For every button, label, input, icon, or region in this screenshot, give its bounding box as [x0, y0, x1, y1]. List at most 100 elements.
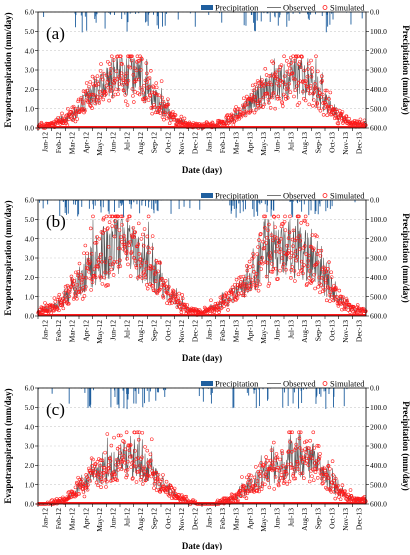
- simulated-point: [80, 297, 85, 301]
- simulated-point: [74, 270, 78, 275]
- simulated-point: [306, 258, 311, 263]
- x-tick-label: Oct-13: [327, 508, 336, 529]
- simulated-point: [288, 90, 293, 94]
- simulated-point: [288, 430, 293, 435]
- simulated-point: [110, 214, 115, 219]
- y-tick-label: 4.0: [25, 422, 35, 431]
- simulated-point: [79, 272, 84, 277]
- simulated-point: [247, 284, 251, 288]
- simulated-point: [271, 467, 276, 471]
- legend: Precipitation Observed Simulated: [201, 191, 365, 201]
- x-tick-label: May-13: [259, 132, 268, 156]
- simulated-point: [135, 244, 140, 248]
- x-tick-label: May-13: [259, 508, 268, 532]
- simulated-point: [140, 482, 145, 486]
- simulated-point: [120, 82, 125, 87]
- simulated-point: [244, 496, 249, 500]
- simulated-point: [65, 113, 69, 117]
- simulated-point: [341, 295, 346, 300]
- panel-label: (a): [46, 24, 65, 43]
- simulated-point: [315, 260, 320, 265]
- y2-tick-label: 400.0: [370, 85, 387, 94]
- simulated-point: [326, 463, 331, 468]
- simulated-point: [299, 221, 303, 225]
- simulated-point: [164, 479, 169, 484]
- simulated-point: [84, 81, 89, 85]
- simulated-point: [267, 80, 272, 85]
- simulated-point: [252, 110, 257, 115]
- simulated-point: [237, 491, 242, 495]
- simulated-point: [335, 486, 339, 490]
- simulated-point: [277, 479, 281, 483]
- simulated-point: [167, 301, 172, 306]
- simulated-point: [263, 226, 267, 230]
- y-axis-title: Evapotranspiration (mm/day): [3, 388, 13, 503]
- simulated-point: [304, 79, 308, 84]
- simulated-point: [249, 479, 254, 483]
- simulated-point: [140, 455, 144, 460]
- simulated-point: [69, 285, 73, 290]
- simulated-point: [157, 487, 162, 492]
- simulated-point: [293, 279, 297, 283]
- simulated-point: [147, 76, 152, 80]
- simulated-point: [265, 91, 269, 96]
- simulated-point: [257, 489, 261, 494]
- simulated-point: [127, 243, 132, 248]
- simulated-point: [271, 61, 276, 65]
- simulated-point: [294, 258, 299, 263]
- simulated-point: [77, 261, 82, 266]
- simulated-point: [150, 234, 155, 238]
- simulated-point: [90, 74, 95, 79]
- simulated-point: [324, 96, 328, 100]
- simulated-point: [315, 476, 320, 480]
- simulated-point: [83, 108, 87, 113]
- simulated-point: [158, 261, 163, 265]
- simulated-point: [159, 486, 164, 491]
- simulated-point: [162, 117, 166, 122]
- simulated-point: [149, 267, 153, 271]
- simulated-point: [299, 54, 304, 59]
- simulated-point: [284, 87, 289, 91]
- simulated-point: [332, 294, 337, 299]
- simulated-point: [145, 234, 150, 239]
- simulated-point: [320, 276, 325, 280]
- simulated-point: [75, 283, 80, 287]
- simulated-point: [89, 251, 94, 256]
- simulated-point: [132, 430, 137, 435]
- x-tick-label: Jun-12: [109, 320, 118, 341]
- simulated-point: [128, 239, 132, 244]
- simulated-point: [75, 106, 80, 111]
- y2-tick-label: 400.0: [370, 461, 387, 470]
- simulated-point: [136, 242, 141, 247]
- simulated-point: [84, 485, 88, 490]
- simulated-point: [326, 267, 330, 271]
- simulated-point: [329, 270, 334, 274]
- simulated-point: [142, 227, 147, 231]
- simulated-point: [336, 298, 340, 303]
- simulated-point: [161, 99, 166, 104]
- simulated-point: [279, 473, 284, 477]
- simulated-point: [339, 112, 344, 116]
- simulated-point: [228, 297, 232, 302]
- simulated-point: [311, 467, 315, 472]
- simulated-point: [147, 85, 151, 89]
- simulated-point: [341, 121, 345, 125]
- simulated-point: [322, 270, 326, 275]
- simulated-point: [254, 108, 258, 112]
- simulated-point: [132, 66, 137, 71]
- simulated-point: [241, 483, 246, 488]
- simulated-point: [281, 262, 286, 266]
- simulated-point: [254, 99, 259, 104]
- simulated-point: [259, 487, 264, 491]
- simulated-point: [105, 470, 110, 475]
- simulated-point: [185, 303, 189, 307]
- simulated-point: [235, 296, 240, 300]
- simulated-point: [265, 91, 270, 96]
- simulated-point: [117, 445, 122, 449]
- simulated-point: [318, 451, 322, 456]
- simulated-point: [115, 446, 120, 451]
- simulated-point: [147, 464, 151, 468]
- simulated-point: [241, 96, 246, 101]
- simulated-point: [100, 282, 105, 286]
- simulated-point: [307, 91, 312, 96]
